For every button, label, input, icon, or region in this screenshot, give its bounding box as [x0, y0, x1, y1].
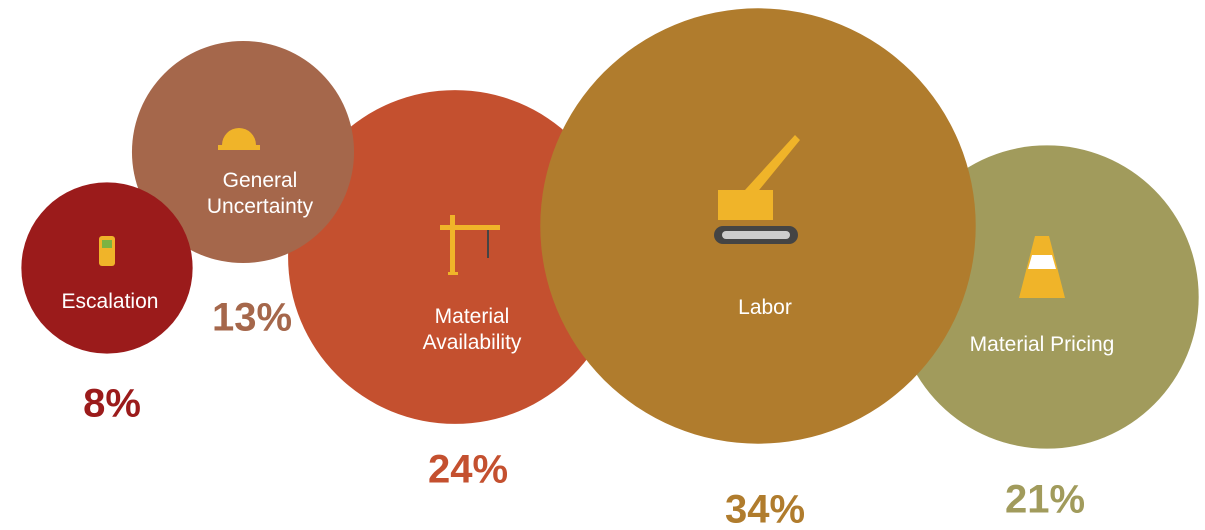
tower-crane-icon — [440, 215, 500, 275]
value-label: 8% — [83, 381, 141, 426]
bubble-label: Material Pricing — [969, 333, 1115, 356]
icons — [99, 128, 1065, 298]
value-label: 34% — [724, 487, 806, 530]
helmet-icon — [218, 128, 260, 150]
bubble — [21, 182, 193, 354]
bubble-label: General Uncertainty — [206, 169, 314, 218]
value-label: 24% — [427, 447, 509, 492]
bubble-label: Escalation — [61, 290, 159, 313]
bubble — [131, 40, 355, 264]
value-label: 21% — [1004, 477, 1086, 522]
meter-screen — [102, 240, 112, 248]
cone-stripe — [1028, 255, 1056, 269]
crane-icon — [718, 135, 800, 220]
bubble — [288, 90, 622, 424]
bubble-label: Material Availability — [422, 305, 522, 354]
value-label: 13% — [211, 295, 293, 340]
bubble-label: Labor — [738, 296, 792, 319]
crane-track-inner — [722, 231, 790, 239]
